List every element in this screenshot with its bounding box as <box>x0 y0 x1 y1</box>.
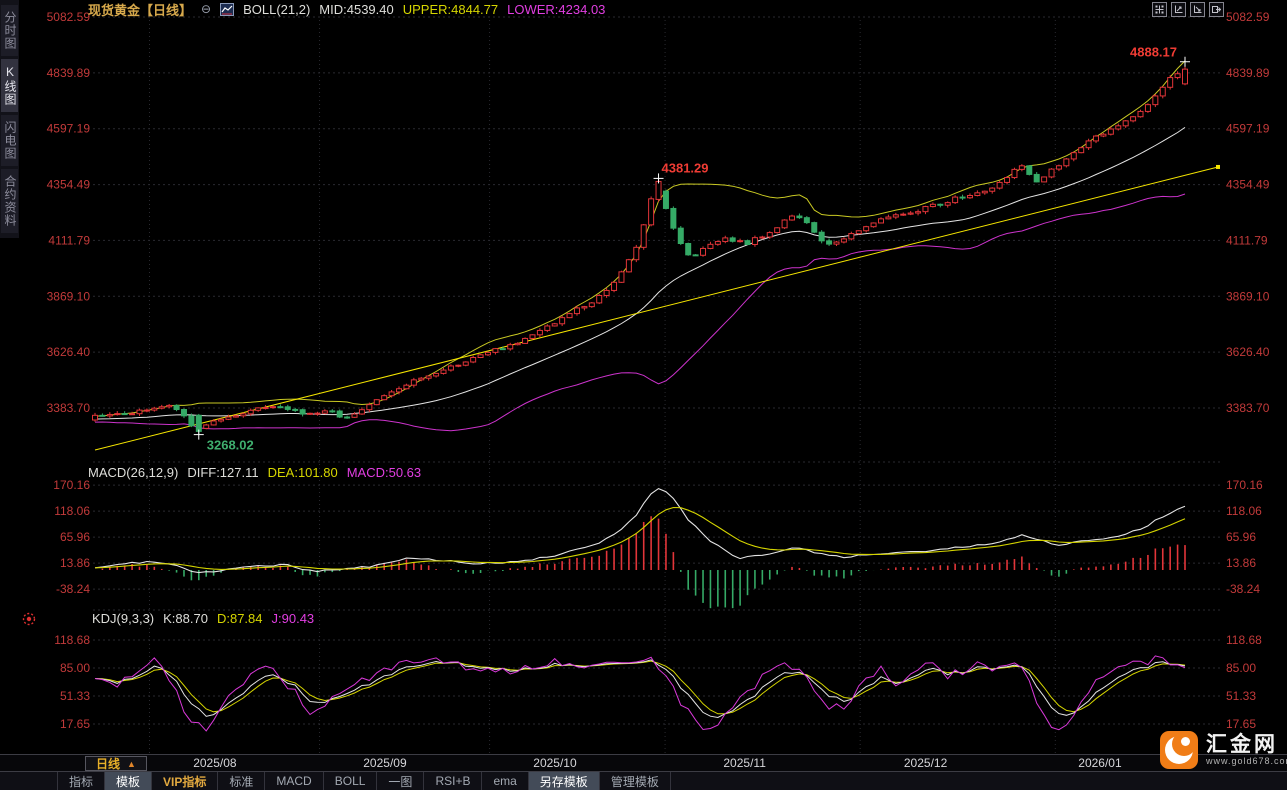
footer-tab-9[interactable]: 另存模板 <box>528 772 600 790</box>
header-toolbar <box>1152 2 1224 17</box>
sidebar-item-3[interactable]: 合约资料 <box>1 169 18 233</box>
svg-text:118.06: 118.06 <box>54 504 90 518</box>
svg-text:4597.19: 4597.19 <box>47 122 91 136</box>
svg-text:170.16: 170.16 <box>1226 478 1263 492</box>
macd-legend: MACD(26,12,9) DIFF:127.11 DEA:101.80 MAC… <box>88 465 421 480</box>
svg-text:13.86: 13.86 <box>1226 556 1256 570</box>
svg-text:13.86: 13.86 <box>60 556 90 570</box>
main-chart-header: 现货黄金【日线】 ⊖ BOLL(21,2) MID:4539.40 UPPER:… <box>88 0 606 19</box>
svg-text:4111.79: 4111.79 <box>1226 233 1268 247</box>
svg-text:51.33: 51.33 <box>1226 689 1256 703</box>
symbol-title: 现货黄金【日线】 <box>88 0 192 19</box>
logo-icon <box>1160 731 1198 769</box>
svg-text:118.68: 118.68 <box>1226 633 1262 647</box>
kdj-j-value: J:90.43 <box>271 611 315 626</box>
macd-title: MACD(26,12,9) <box>88 465 179 480</box>
kline-thumbnail-icon[interactable] <box>220 2 235 16</box>
svg-text:85.00: 85.00 <box>60 661 90 675</box>
svg-text:3626.40: 3626.40 <box>1226 345 1270 359</box>
x-axis-label: 2025/11 <box>723 756 766 770</box>
boll-upper-value: UPPER:4844.77 <box>402 1 499 17</box>
x-axis-row: 日线 ▲ 2025/08 2025/09 2025/10 2025/11 2025/12… <box>0 754 1287 772</box>
chevron-up-icon: ▲ <box>127 758 136 769</box>
footer-tab-10[interactable]: 管理模板 <box>600 772 671 790</box>
svg-text:4381.29: 4381.29 <box>662 160 709 175</box>
svg-text:170.16: 170.16 <box>53 478 90 492</box>
svg-text:5082.59: 5082.59 <box>47 10 91 24</box>
svg-text:4597.19: 4597.19 <box>1226 122 1270 136</box>
footer-tab-8[interactable]: ema <box>482 772 529 790</box>
footer-tab-bar: 指标 模板 VIP指标 标准 MACD BOLL 一图 RSI+B ema 另存模板 管理模板 <box>0 772 1287 790</box>
footer-tab-0[interactable]: 指标 <box>57 772 106 790</box>
footer-tab-7[interactable]: RSI+B <box>424 772 483 790</box>
x-axis-label: 2026/01 <box>1078 756 1122 770</box>
period-selector-button[interactable]: 日线 ▲ <box>85 756 147 771</box>
sidebar-item-1[interactable]: K线图 <box>1 59 18 112</box>
sidebar-item-0[interactable]: 分时图 <box>1 5 18 56</box>
svg-text:17.65: 17.65 <box>1226 717 1256 731</box>
svg-text:17.65: 17.65 <box>60 717 90 731</box>
svg-text:-38.24: -38.24 <box>1226 582 1260 596</box>
x-axis-label: 2025/08 <box>193 756 237 770</box>
svg-text:4839.89: 4839.89 <box>1226 66 1270 80</box>
svg-text:3869.10: 3869.10 <box>47 289 91 303</box>
svg-text:3268.02: 3268.02 <box>207 438 254 453</box>
macd-diff-value: DIFF:127.11 <box>187 465 259 480</box>
symbol-name: 现货黄金 <box>88 2 141 18</box>
macd-dea-value: DEA:101.80 <box>267 465 338 480</box>
svg-text:5082.59: 5082.59 <box>1226 10 1270 24</box>
footer-tab-5[interactable]: BOLL <box>324 772 378 790</box>
indicator-settings-icon[interactable] <box>21 611 37 627</box>
site-logo: 汇金网 www.gold678.com <box>1160 731 1287 769</box>
axis-scale-down-icon[interactable] <box>1190 2 1205 17</box>
svg-text:4111.79: 4111.79 <box>48 233 90 247</box>
sidebar-item-2[interactable]: 闪电图 <box>1 115 18 166</box>
svg-text:65.96: 65.96 <box>60 530 90 544</box>
footer-tab-2[interactable]: VIP指标 <box>152 772 219 790</box>
boll-mid-value: MID:4539.40 <box>319 1 394 17</box>
svg-text:118.06: 118.06 <box>1226 504 1262 518</box>
site-url: www.gold678.com <box>1206 756 1287 766</box>
x-axis-label: 2025/10 <box>533 756 577 770</box>
svg-text:3383.70: 3383.70 <box>1226 401 1270 415</box>
boll-lower-value: LOWER:4234.03 <box>507 1 606 17</box>
macd-value: MACD:50.63 <box>346 465 422 480</box>
x-axis-label: 2025/09 <box>363 756 407 770</box>
footer-tab-3[interactable]: 标准 <box>218 772 266 790</box>
boll-title: BOLL(21,2) <box>243 1 311 17</box>
chart-type-sidebar: 分时图 K线图闪电图合约资料 <box>0 0 19 238</box>
svg-text:3626.40: 3626.40 <box>47 345 91 359</box>
svg-text:4354.49: 4354.49 <box>47 178 91 192</box>
kdj-k-value: K:88.70 <box>163 611 208 626</box>
kdj-d-value: D:87.84 <box>216 611 263 626</box>
svg-text:3869.10: 3869.10 <box>1226 289 1270 303</box>
collapse-icon[interactable]: ⊖ <box>201 2 212 16</box>
kdj-title: KDJ(9,3,3) <box>92 611 155 626</box>
period-label: 【日线】 <box>140 2 193 18</box>
footer-tab-1[interactable]: 模板 <box>105 772 153 790</box>
kdj-legend: KDJ(9,3,3) K:88.70 D:87.84 J:90.43 <box>92 611 314 626</box>
site-name: 汇金网 <box>1206 733 1278 756</box>
svg-text:3383.70: 3383.70 <box>47 401 91 415</box>
svg-text:118.68: 118.68 <box>54 633 90 647</box>
svg-text:51.33: 51.33 <box>60 689 90 703</box>
footer-tab-4[interactable]: MACD <box>265 772 324 790</box>
x-axis-label: 2025/12 <box>903 756 948 770</box>
period-selector-label: 日线 <box>96 757 121 771</box>
svg-text:-38.24: -38.24 <box>56 582 90 596</box>
popout-icon[interactable] <box>1209 2 1224 17</box>
footer-tab-6[interactable]: 一图 <box>377 772 425 790</box>
svg-text:4839.89: 4839.89 <box>47 66 91 80</box>
svg-text:4888.17: 4888.17 <box>1130 45 1177 60</box>
svg-text:65.96: 65.96 <box>1226 530 1256 544</box>
axis-scale-up-icon[interactable] <box>1171 2 1186 17</box>
svg-text:85.00: 85.00 <box>1226 661 1256 675</box>
svg-text:4354.49: 4354.49 <box>1226 178 1270 192</box>
crosshair-icon[interactable] <box>1152 2 1167 17</box>
